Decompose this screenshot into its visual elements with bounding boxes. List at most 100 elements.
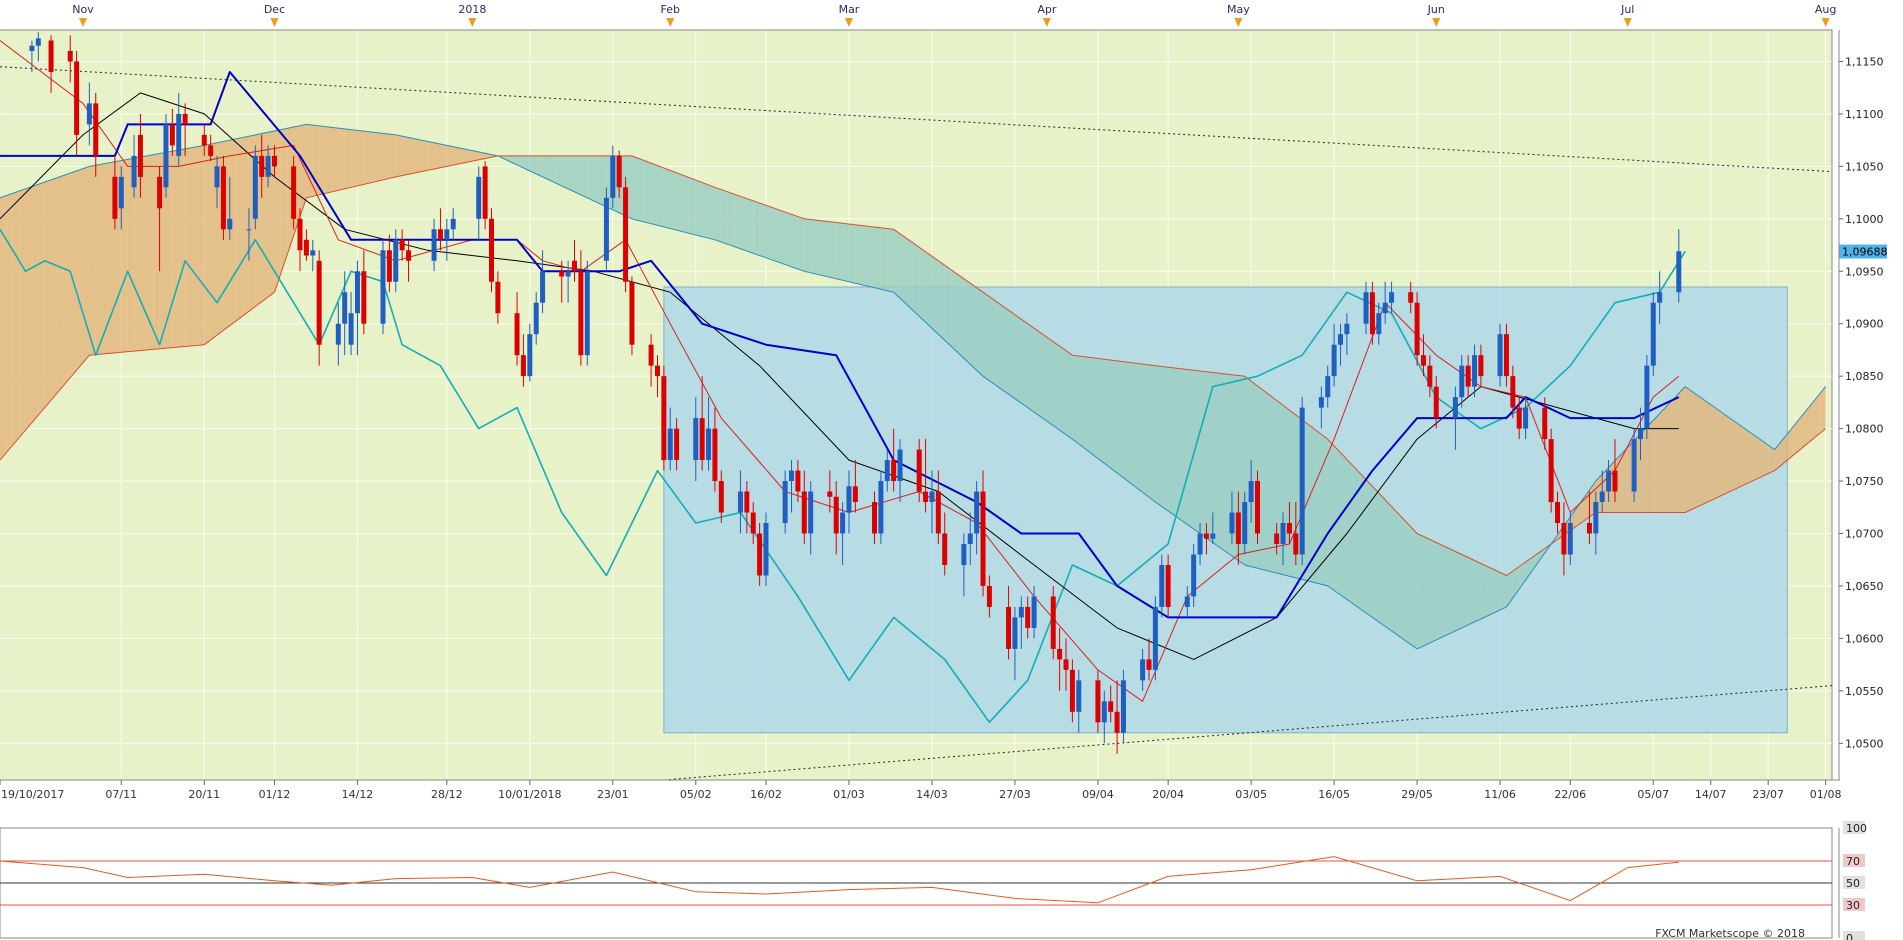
candle[interactable] [674,418,680,471]
candle[interactable] [1433,376,1439,429]
candle[interactable] [220,155,226,240]
candle[interactable] [1318,386,1324,429]
candle[interactable] [1427,355,1433,398]
candle[interactable] [1599,470,1605,513]
candle[interactable] [974,481,980,555]
candle[interactable] [897,439,903,503]
candle[interactable] [1548,428,1554,513]
candle[interactable] [693,397,699,482]
candle[interactable] [514,292,520,366]
candle[interactable] [1031,585,1037,639]
candle[interactable] [610,145,616,209]
candle[interactable] [1555,491,1561,534]
candle[interactable] [1344,313,1350,356]
candle[interactable] [1631,428,1637,503]
main-price-panel[interactable] [0,29,1833,781]
candle[interactable] [980,470,986,597]
candle[interactable] [291,155,297,230]
candle[interactable] [1197,523,1203,565]
candle[interactable] [737,470,743,534]
candle[interactable] [29,40,35,72]
candle[interactable] [935,470,941,544]
candle[interactable] [214,155,220,209]
candle[interactable] [1606,460,1612,503]
candle[interactable] [316,250,322,366]
candle[interactable] [310,239,316,272]
candle[interactable] [795,460,801,503]
candle[interactable] [1472,344,1478,398]
candle[interactable] [348,292,354,356]
candle[interactable] [361,250,367,335]
candle[interactable] [1612,439,1618,503]
candle[interactable] [67,35,73,83]
candle[interactable] [406,239,412,282]
candle[interactable] [1286,502,1292,544]
candle[interactable] [808,481,814,555]
candle[interactable] [386,234,392,293]
candle[interactable] [1516,397,1522,440]
candle[interactable] [354,260,360,356]
candle[interactable] [1414,292,1420,366]
candle[interactable] [1184,585,1190,618]
candle[interactable] [1459,355,1465,408]
candle[interactable] [227,176,233,240]
candle[interactable] [1586,491,1592,544]
candle[interactable] [259,134,265,198]
candle[interactable] [489,208,495,293]
candle[interactable] [1101,690,1107,744]
candle[interactable] [265,145,271,188]
candle[interactable] [1376,302,1382,345]
candle[interactable] [157,166,163,272]
candle[interactable] [169,108,175,156]
candle[interactable] [1203,523,1209,555]
candle[interactable] [1657,271,1663,324]
candle[interactable] [1280,512,1286,565]
candle[interactable] [495,271,501,324]
candle[interactable] [297,208,303,272]
candle[interactable] [1523,397,1529,440]
candle[interactable] [986,575,992,618]
candle[interactable] [1235,491,1241,565]
candle[interactable] [942,512,948,576]
candle[interactable] [654,355,660,398]
candle[interactable] [1420,334,1426,377]
candle[interactable] [1452,386,1458,450]
candle[interactable] [1165,554,1171,618]
candle[interactable] [872,491,878,544]
candle[interactable] [1293,502,1299,565]
candle[interactable] [1140,648,1146,691]
candle[interactable] [1567,512,1573,565]
candle[interactable] [482,161,488,230]
candle[interactable] [1337,323,1343,366]
candle[interactable] [1159,554,1165,618]
candle[interactable] [86,82,92,146]
candle[interactable] [1120,669,1126,744]
candle[interactable] [1012,606,1018,681]
candle[interactable] [1248,460,1254,524]
candle[interactable] [182,103,188,156]
candle[interactable] [584,260,590,366]
candle[interactable] [846,470,852,534]
candle[interactable] [1069,659,1075,723]
candle[interactable] [827,470,833,513]
candle[interactable] [1229,491,1235,544]
candle[interactable] [923,439,929,513]
candle[interactable] [1644,355,1650,440]
candle[interactable] [1676,229,1682,303]
candle[interactable] [1095,669,1101,733]
candle[interactable] [833,481,839,555]
candle[interactable] [718,470,724,524]
candle[interactable] [1510,365,1516,419]
candle[interactable] [176,92,182,167]
candle[interactable] [629,276,635,356]
candle[interactable] [1650,292,1656,377]
candle[interactable] [1152,596,1158,681]
candle[interactable] [533,292,539,345]
candle[interactable] [1408,281,1414,314]
candle[interactable] [763,512,769,586]
candle[interactable] [1561,502,1567,576]
candle[interactable] [616,150,622,198]
candle[interactable] [1299,397,1305,565]
candle[interactable] [1146,638,1152,681]
